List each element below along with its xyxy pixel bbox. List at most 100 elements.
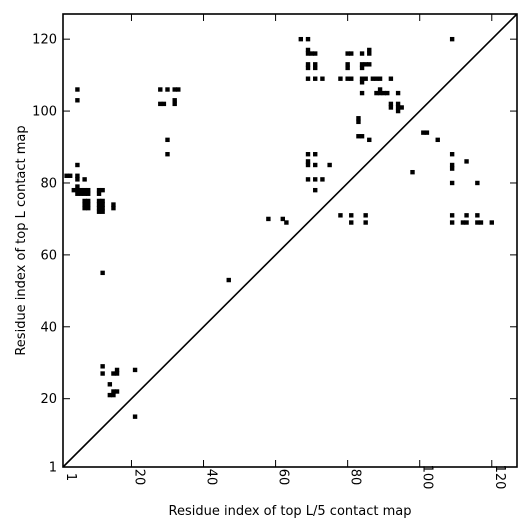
contact-point [374, 90, 379, 96]
contact-point [356, 119, 361, 125]
contact-point [359, 62, 365, 67]
contact-point [377, 76, 383, 81]
contact-point [82, 202, 87, 207]
contact-point [475, 180, 480, 186]
contact-point [100, 198, 105, 204]
contact-point [82, 177, 87, 182]
contact-point [367, 137, 372, 143]
contact-point [96, 198, 102, 204]
contact-point [313, 51, 318, 56]
contact-point [338, 213, 343, 218]
contact-point [75, 87, 80, 92]
contact-point [356, 116, 361, 121]
contact-point [381, 90, 386, 96]
contact-point [172, 98, 177, 103]
contact-point [114, 367, 120, 373]
contact-point [75, 162, 80, 168]
contact-point [356, 134, 361, 139]
contact-point [86, 202, 91, 207]
contact-point [132, 367, 138, 373]
contact-point [349, 76, 354, 81]
contact-point [395, 101, 401, 107]
contact-point [305, 152, 311, 157]
contact-point [464, 159, 469, 164]
contact-point [82, 198, 87, 204]
contact-point [475, 213, 480, 218]
contact-point [449, 180, 455, 186]
contact-point [377, 87, 383, 92]
y-tick-label: 120 [32, 33, 57, 48]
contact-point [464, 213, 469, 218]
contact-point [226, 277, 231, 283]
contact-point [377, 90, 383, 96]
contact-point [86, 191, 91, 196]
contact-point [165, 137, 170, 143]
contact-point [309, 51, 314, 56]
contact-point [82, 205, 87, 211]
y-tick-label: 60 [40, 248, 57, 263]
contact-point [388, 76, 394, 81]
y-tick-label: 80 [40, 176, 57, 191]
contact-point [100, 270, 105, 276]
contact-point [158, 101, 163, 107]
contact-point [388, 101, 394, 107]
contact-point [176, 87, 181, 92]
contact-point [395, 105, 401, 110]
x-tick-label: 100 [420, 465, 435, 490]
contact-point [313, 152, 318, 157]
contact-point [100, 202, 105, 207]
contact-point [96, 187, 102, 193]
contact-point [349, 220, 354, 225]
contact-point [107, 382, 113, 387]
contact-point [305, 36, 311, 42]
contact-point [338, 76, 343, 81]
contact-point [100, 364, 105, 369]
contact-point [111, 392, 116, 398]
contact-point [64, 173, 69, 178]
x-tick-label: 120 [492, 465, 507, 490]
y-tick-label: 100 [32, 105, 57, 120]
contact-point [327, 162, 332, 168]
contact-point [305, 65, 311, 71]
y-axis-label: Residue index of top L contact map [14, 125, 29, 355]
contact-point [489, 220, 494, 225]
contact-point [449, 213, 455, 218]
y-tick-label: 40 [40, 320, 57, 335]
contact-point [305, 76, 311, 81]
contact-point [75, 173, 80, 178]
contact-point [349, 51, 354, 56]
y-tick-label: 20 [40, 392, 57, 407]
contact-point [313, 162, 318, 168]
contact-point [75, 98, 80, 103]
contact-point [313, 177, 318, 182]
contact-point [172, 101, 177, 107]
contact-point [370, 76, 376, 81]
contact-points [64, 36, 494, 419]
plot-frame [62, 13, 518, 468]
contact-point [100, 209, 105, 214]
x-tick-label: 80 [348, 469, 363, 486]
y-tick-label: 1 [49, 461, 57, 476]
contact-point [464, 220, 469, 225]
diagonal-line [62, 13, 518, 468]
contact-point [111, 202, 116, 207]
contact-point [367, 47, 372, 53]
contact-point [395, 108, 401, 114]
contact-point [475, 220, 480, 225]
contact-point [298, 36, 304, 42]
contact-point [345, 62, 350, 67]
contact-point [78, 187, 84, 193]
contact-point [75, 177, 80, 182]
contact-point [359, 80, 365, 85]
contact-point [374, 76, 379, 81]
contact-point [86, 198, 91, 204]
contact-point [75, 187, 80, 193]
contact-point [359, 51, 365, 56]
contact-point [449, 36, 455, 42]
contact-point [305, 159, 311, 164]
contact-point [161, 101, 167, 107]
contact-point [280, 216, 285, 222]
contact-point [165, 152, 170, 157]
